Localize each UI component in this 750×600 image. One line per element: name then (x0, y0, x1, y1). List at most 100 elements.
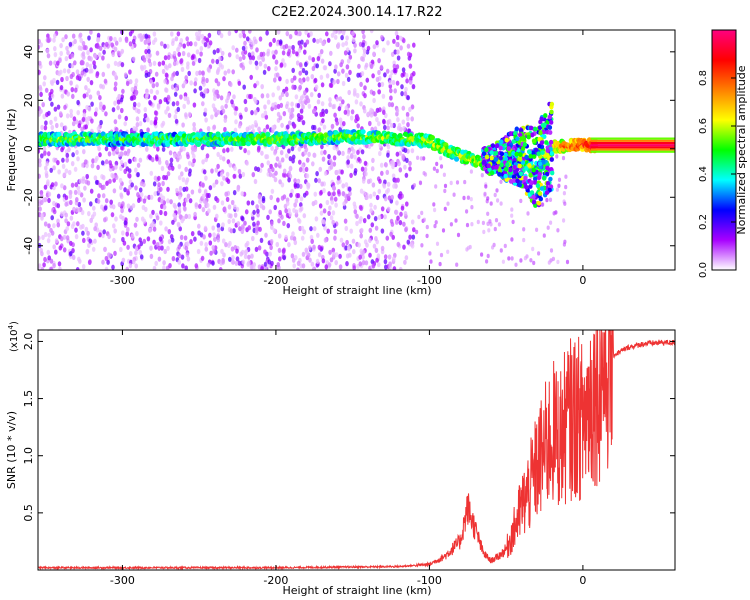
spectrogram-noise-cell (281, 50, 286, 56)
spectrogram-noise-cell (328, 102, 332, 108)
spectrogram-spread-cell (540, 150, 545, 156)
spectrogram-noise-cell (64, 212, 68, 218)
spectrogram-noise-cell (375, 257, 379, 263)
spectrogram-noise-cell (173, 114, 178, 120)
spectrogram-noise-cell (199, 51, 203, 57)
spectrogram-spread-cell (533, 147, 539, 153)
spectrogram-marks (38, 30, 675, 270)
spectrogram-noise-cell (232, 94, 236, 100)
spectrogram-noise-cell (260, 113, 265, 119)
spectrogram-noise-cell (113, 81, 118, 87)
spectrogram-noise-cell (59, 50, 63, 57)
spectrogram-noise-cell (356, 123, 361, 129)
spectrogram-noise-cell (205, 37, 210, 43)
spectrogram-noise-cell (372, 44, 377, 50)
spectrogram-noise-cell (383, 254, 388, 260)
spectrogram-noise-cell (69, 108, 73, 114)
spectrogram-noise-cell (184, 186, 189, 192)
spectrogram-noise-cell (134, 245, 139, 252)
spectrogram-noise-cell (176, 106, 181, 112)
spectrogram-noise-cell (87, 35, 91, 41)
spectrogram-noise-cell (153, 175, 158, 181)
spectrogram-noise-cell (206, 262, 211, 268)
spectrogram-noise-cell (65, 45, 69, 51)
spectrogram-noise-cell (345, 64, 350, 70)
spectrogram-noise-cell (381, 47, 386, 53)
spectrogram-noise-cell (228, 162, 233, 168)
spectrogram-spread-cell (548, 139, 554, 145)
spectrogram-noise-cell (319, 74, 324, 80)
spectrogram-noise-cell (292, 263, 297, 269)
spectrogram-noise-cell (112, 188, 117, 194)
spectrogram-carrier-band (590, 137, 675, 140)
spectrogram-noise-cell (65, 152, 70, 158)
spectrogram-noise-cell (208, 40, 213, 46)
spectrogram-noise-cell (193, 88, 197, 94)
spectrogram-spread-cell (549, 157, 554, 162)
spectrogram-noise-cell (160, 165, 165, 172)
spectrogram-noise-cell (260, 93, 265, 99)
spectrogram-noise-cell (113, 86, 118, 92)
spectrogram-noise-cell (358, 254, 363, 260)
spectrogram-noise-cell (363, 166, 368, 172)
spectrogram-noise-cell (405, 111, 410, 118)
spectrogram-noise-cell (142, 238, 147, 244)
spectrogram-noise-cell (294, 198, 299, 204)
spectrogram-noise-cell (355, 213, 359, 219)
spectrogram-noise-cell (85, 104, 89, 111)
spectrogram-noise-cell (138, 157, 143, 163)
spectrogram-noise-cell (386, 206, 391, 212)
spectrogram-noise-cell (344, 245, 348, 251)
spectrogram-noise-cell (395, 41, 399, 48)
spectrogram-noise-cell (280, 122, 284, 128)
spectrogram-noise-cell (201, 182, 205, 188)
spectrogram-noise-cell (159, 198, 164, 204)
spectrogram-noise-cell (310, 238, 315, 244)
spectrogram-noise-cell (180, 66, 185, 72)
spectrogram-noise-cell (248, 93, 252, 100)
spectrogram-noise-cell (201, 159, 205, 165)
spectrogram-noise-cell (342, 201, 347, 207)
spectrogram-noise-cell (58, 245, 63, 251)
spectrogram-noise-cell (549, 220, 553, 225)
spectrogram-noise-cell (267, 66, 271, 72)
spectrogram-noise-cell (336, 78, 340, 85)
spectrogram-frame (37, 29, 676, 271)
spectrogram-noise-cell (43, 256, 47, 263)
spectrogram-noise-cell (320, 181, 324, 187)
spectrogram-noise-cell (284, 208, 288, 214)
spectrogram-noise-cell (435, 168, 439, 174)
spectrogram-noise-cell (161, 146, 166, 152)
spectrogram-noise-cell (45, 161, 49, 167)
spectrogram-noise-cell (167, 112, 172, 118)
spectrogram-noise-cell (454, 218, 458, 223)
spectrogram-noise-cell (168, 63, 172, 69)
spectrogram-spread-cell (523, 175, 528, 181)
spectrogram-noise-cell (205, 77, 209, 84)
spectrogram-noise-cell (98, 152, 102, 158)
spectrogram-noise-cell (234, 106, 239, 112)
spectrogram-noise-cell (435, 161, 439, 167)
x-tick-label: -100 (417, 574, 442, 587)
spectrogram-noise-cell (47, 197, 51, 203)
spectrogram-noise-cell (333, 68, 337, 74)
spectrogram-spread-cell (531, 167, 536, 173)
y-tick-label: -40 (22, 237, 35, 255)
spectrogram-noise-cell (371, 182, 376, 188)
spectrogram-noise-cell (113, 100, 117, 106)
spectrogram-noise-cell (290, 101, 294, 107)
spectrogram-noise-cell (216, 163, 220, 169)
spectrogram-noise-cell (308, 55, 312, 61)
spectrogram-noise-cell (81, 40, 86, 47)
spectrogram-noise-cell (377, 121, 381, 127)
colorbar-tick-label: 0.4 (698, 166, 709, 182)
spectrogram-noise-cell (349, 115, 354, 121)
spectrogram-noise-cell (187, 160, 192, 166)
spectrogram-noise-cell (271, 50, 275, 56)
spectrogram-noise-cell (355, 113, 360, 119)
spectrogram-noise-cell (325, 199, 330, 206)
spectrogram-noise-cell (255, 47, 259, 53)
spectrogram-noise-cell (84, 67, 89, 73)
spectrogram-spread-cell (517, 163, 522, 169)
spectrogram-noise-cell (39, 199, 44, 206)
